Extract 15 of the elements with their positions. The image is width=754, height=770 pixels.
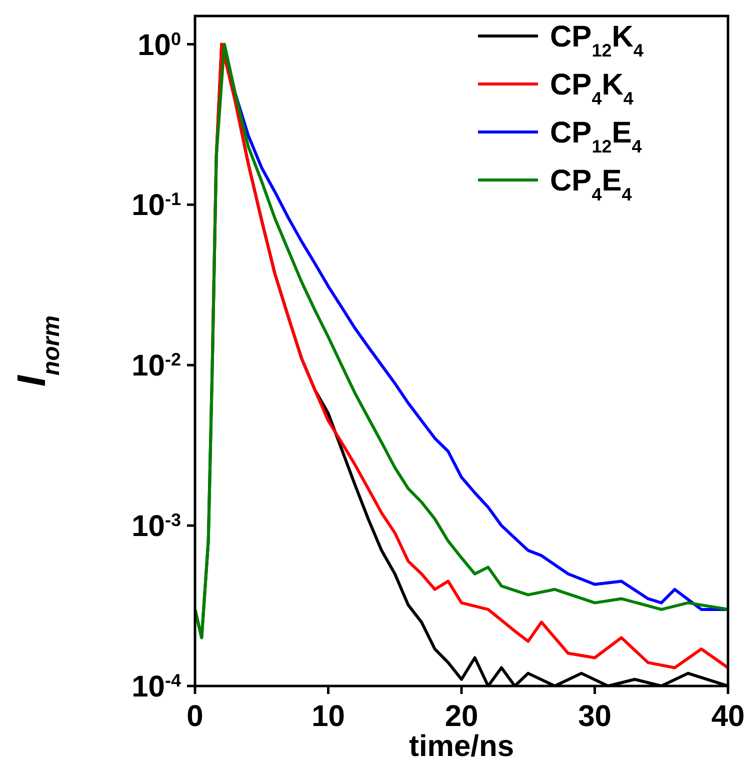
- x-tick-label: 40: [711, 700, 745, 733]
- y-tick-label: 10$^{0}$: [138, 28, 181, 62]
- y-tick-label: 10$^{-2}$: [132, 350, 181, 383]
- x-axis-title: time/ns: [408, 730, 514, 763]
- x-tick-label: 10: [312, 700, 345, 733]
- legend-label: CP$_{4}$E$_{4}$: [550, 164, 632, 204]
- x-tick-label: 30: [578, 700, 612, 733]
- legend-label: CP$_{12}$K$_{4}$: [550, 20, 644, 60]
- legend-label: CP$_{4}$K$_{4}$: [550, 68, 634, 108]
- y-tick-label: 10$^{-1}$: [132, 189, 181, 222]
- y-tick-label: 10$^{-3}$: [132, 510, 181, 544]
- y-tick-label: 10$^{-4}$: [132, 670, 181, 704]
- x-tick-label: 20: [444, 700, 478, 733]
- x-tick-label: 0: [186, 700, 204, 733]
- legend-label: CP$_{12}$E$_{4}$: [550, 116, 642, 156]
